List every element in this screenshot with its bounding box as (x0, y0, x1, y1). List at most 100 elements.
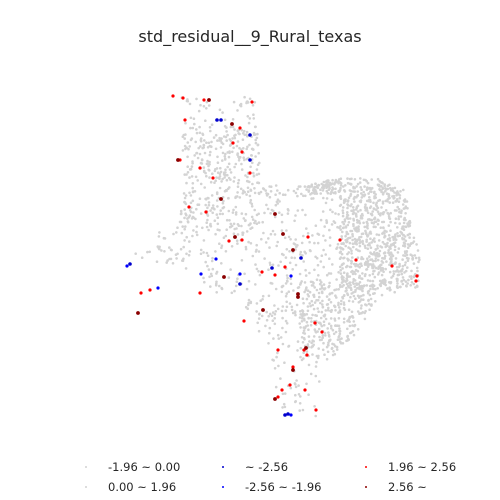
county-point (244, 212, 248, 216)
county-point (232, 232, 236, 235)
county-point (214, 133, 218, 137)
county-point (404, 206, 407, 210)
county-point (209, 272, 213, 276)
county-point (345, 240, 348, 244)
county-point (281, 305, 285, 308)
county-point (260, 314, 264, 318)
county-point (294, 400, 297, 404)
county-point (203, 186, 206, 189)
county-point (248, 143, 251, 147)
county-point (361, 287, 364, 290)
county-point (351, 256, 354, 259)
county-point (278, 200, 281, 203)
county-point (381, 181, 384, 185)
county-point (276, 307, 280, 311)
county-point (188, 250, 192, 253)
county-point (186, 217, 189, 220)
county-point (325, 357, 329, 361)
county-point (214, 232, 217, 236)
county-point (222, 199, 225, 203)
county-point (358, 276, 361, 279)
residual-point-1-96-to-2-56 (291, 365, 295, 369)
county-point (361, 193, 365, 197)
county-point (242, 217, 246, 220)
county-point (206, 264, 209, 268)
county-point (395, 193, 398, 197)
county-point (254, 138, 257, 142)
county-point (310, 284, 314, 287)
county-point (373, 216, 377, 219)
county-point (231, 211, 235, 214)
county-point (216, 205, 219, 208)
county-point (378, 188, 381, 191)
county-point (179, 209, 183, 213)
county-point (202, 251, 205, 254)
county-point (351, 238, 354, 242)
county-point (238, 132, 241, 136)
county-point (199, 145, 202, 148)
county-point (256, 143, 260, 147)
county-point (224, 135, 228, 139)
county-point (239, 104, 243, 108)
county-point (380, 293, 384, 297)
county-point (364, 203, 367, 206)
county-point (238, 196, 242, 199)
county-point (363, 185, 366, 188)
county-point (388, 239, 392, 242)
county-point (415, 266, 419, 270)
county-point (398, 222, 402, 225)
county-point (218, 242, 221, 245)
county-point (345, 286, 348, 290)
county-point (341, 214, 345, 218)
county-point (339, 184, 343, 187)
county-point (302, 260, 306, 263)
county-point (185, 181, 188, 185)
county-point (213, 207, 216, 211)
county-point (280, 213, 284, 217)
county-point (184, 212, 187, 215)
county-point (356, 310, 360, 313)
county-point (250, 226, 254, 229)
county-point (333, 352, 337, 356)
county-point (183, 227, 186, 231)
county-point (371, 279, 375, 283)
county-point (174, 253, 178, 256)
county-point (317, 321, 321, 325)
county-point (358, 221, 362, 225)
county-point (289, 282, 293, 286)
county-point (371, 210, 375, 213)
county-point (330, 308, 334, 312)
county-point (172, 232, 175, 236)
county-point (317, 327, 321, 331)
county-point (317, 347, 321, 350)
county-point (272, 337, 275, 340)
county-point (400, 231, 404, 235)
county-point (381, 281, 385, 285)
county-point (388, 183, 391, 187)
county-point (249, 242, 253, 245)
residual-point-above-2-56 (219, 197, 223, 201)
county-point (273, 233, 277, 236)
county-point (285, 248, 289, 251)
county-point (378, 179, 382, 183)
county-point (305, 320, 309, 324)
county-point (385, 230, 388, 233)
county-point (350, 252, 353, 255)
county-point (337, 335, 341, 339)
county-point (265, 318, 269, 322)
county-point (228, 150, 231, 153)
county-point (148, 250, 151, 254)
county-point (404, 212, 407, 215)
county-point (311, 303, 315, 307)
county-point (347, 236, 350, 240)
county-point (234, 211, 238, 214)
county-point (293, 243, 297, 246)
county-point (361, 242, 365, 245)
county-point (408, 221, 412, 224)
county-point (337, 180, 340, 183)
residual-point-1-96-to-2-56 (183, 118, 187, 122)
county-point (335, 288, 338, 291)
county-point (183, 216, 186, 220)
county-point (261, 220, 265, 224)
county-point (401, 276, 405, 279)
